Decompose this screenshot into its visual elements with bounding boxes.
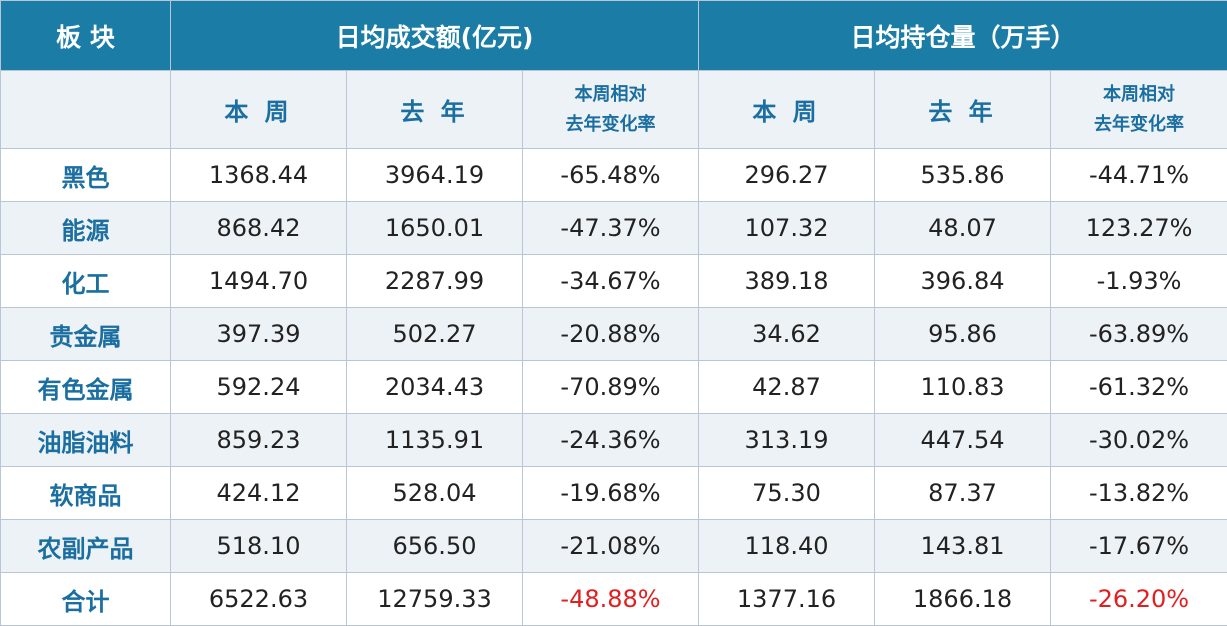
vol-week-cell: 424.12: [171, 467, 347, 520]
table-row: 化工 1494.70 2287.99 -34.67% 389.18 396.84…: [1, 255, 1227, 308]
vol-last-cell: 1650.01: [347, 202, 523, 255]
vol-last-cell: 656.50: [347, 520, 523, 573]
oi-change-cell: -13.82%: [1051, 467, 1227, 520]
subheader-vol-this-week: 本 周: [171, 71, 347, 149]
oi-week-cell: 296.27: [699, 149, 875, 202]
oi-last-cell: 95.86: [875, 308, 1051, 361]
oi-week-cell: 34.62: [699, 308, 875, 361]
oi-last-cell: 396.84: [875, 255, 1051, 308]
vol-change-cell: -70.89%: [523, 361, 699, 414]
oi-last-cell: 87.37: [875, 467, 1051, 520]
subheader-row: 本 周 去 年 本周相对 去年变化率 本 周 去 年 本周相对 去年变化率: [1, 71, 1227, 149]
table-row: 贵金属 397.39 502.27 -20.88% 34.62 95.86 -6…: [1, 308, 1227, 361]
header-sector: 板 块: [1, 1, 171, 71]
sector-cell: 有色金属: [1, 361, 171, 414]
vol-change-cell: -21.08%: [523, 520, 699, 573]
vol-week-cell: 1494.70: [171, 255, 347, 308]
oi-week-cell: 1377.16: [699, 573, 875, 626]
header-row: 板 块 日均成交额(亿元) 日均持仓量（万手）: [1, 1, 1227, 71]
oi-change-cell: -1.93%: [1051, 255, 1227, 308]
vol-last-cell: 3964.19: [347, 149, 523, 202]
oi-change-cell: -44.71%: [1051, 149, 1227, 202]
header-volume-group: 日均成交额(亿元): [171, 1, 699, 71]
sector-cell: 贵金属: [1, 308, 171, 361]
sector-cell: 软商品: [1, 467, 171, 520]
subheader-vol-change: 本周相对 去年变化率: [523, 71, 699, 149]
table-row: 有色金属 592.24 2034.43 -70.89% 42.87 110.83…: [1, 361, 1227, 414]
vol-week-cell: 6522.63: [171, 573, 347, 626]
vol-week-cell: 859.23: [171, 414, 347, 467]
vol-change-cell: -65.48%: [523, 149, 699, 202]
vol-change-cell: -34.67%: [523, 255, 699, 308]
subheader-oi-change-line2: 去年变化率: [1051, 110, 1227, 140]
sector-cell: 化工: [1, 255, 171, 308]
vol-change-total-cell: -48.88%: [523, 573, 699, 626]
oi-change-cell: 123.27%: [1051, 202, 1227, 255]
header-oi-group: 日均持仓量（万手）: [699, 1, 1227, 71]
oi-week-cell: 389.18: [699, 255, 875, 308]
subheader-oi-this-week: 本 周: [699, 71, 875, 149]
table-row: 黑色 1368.44 3964.19 -65.48% 296.27 535.86…: [1, 149, 1227, 202]
sector-cell-total: 合计: [1, 573, 171, 626]
vol-week-cell: 397.39: [171, 308, 347, 361]
oi-week-cell: 42.87: [699, 361, 875, 414]
table-row: 软商品 424.12 528.04 -19.68% 75.30 87.37 -1…: [1, 467, 1227, 520]
subheader-oi-last-year: 去 年: [875, 71, 1051, 149]
sector-cell: 油脂油料: [1, 414, 171, 467]
sector-cell: 农副产品: [1, 520, 171, 573]
table-row: 能源 868.42 1650.01 -47.37% 107.32 48.07 1…: [1, 202, 1227, 255]
vol-last-cell: 1135.91: [347, 414, 523, 467]
oi-last-cell: 48.07: [875, 202, 1051, 255]
table-row: 农副产品 518.10 656.50 -21.08% 118.40 143.81…: [1, 520, 1227, 573]
vol-change-cell: -47.37%: [523, 202, 699, 255]
oi-change-total-cell: -26.20%: [1051, 573, 1227, 626]
subheader-vol-last-year: 去 年: [347, 71, 523, 149]
oi-last-cell: 535.86: [875, 149, 1051, 202]
subheader-vol-change-line1: 本周相对: [523, 80, 698, 110]
oi-change-cell: -61.32%: [1051, 361, 1227, 414]
vol-week-cell: 868.42: [171, 202, 347, 255]
subheader-oi-change-line1: 本周相对: [1051, 80, 1227, 110]
oi-last-cell: 447.54: [875, 414, 1051, 467]
sector-cell: 能源: [1, 202, 171, 255]
subheader-vol-change-line2: 去年变化率: [523, 110, 698, 140]
subheader-blank: [1, 71, 171, 149]
oi-change-cell: -17.67%: [1051, 520, 1227, 573]
table-row: 油脂油料 859.23 1135.91 -24.36% 313.19 447.5…: [1, 414, 1227, 467]
vol-last-cell: 528.04: [347, 467, 523, 520]
vol-last-cell: 502.27: [347, 308, 523, 361]
oi-week-cell: 118.40: [699, 520, 875, 573]
vol-change-cell: -24.36%: [523, 414, 699, 467]
vol-change-cell: -19.68%: [523, 467, 699, 520]
oi-last-cell: 143.81: [875, 520, 1051, 573]
subheader-oi-change: 本周相对 去年变化率: [1051, 71, 1227, 149]
oi-change-cell: -30.02%: [1051, 414, 1227, 467]
vol-last-cell: 2034.43: [347, 361, 523, 414]
vol-week-cell: 1368.44: [171, 149, 347, 202]
oi-week-cell: 313.19: [699, 414, 875, 467]
vol-last-cell: 2287.99: [347, 255, 523, 308]
vol-last-cell: 12759.33: [347, 573, 523, 626]
oi-change-cell: -63.89%: [1051, 308, 1227, 361]
vol-change-cell: -20.88%: [523, 308, 699, 361]
oi-week-cell: 107.32: [699, 202, 875, 255]
oi-last-cell: 110.83: [875, 361, 1051, 414]
total-row: 合计 6522.63 12759.33 -48.88% 1377.16 1866…: [1, 573, 1227, 626]
oi-week-cell: 75.30: [699, 467, 875, 520]
vol-week-cell: 518.10: [171, 520, 347, 573]
sector-cell: 黑色: [1, 149, 171, 202]
vol-week-cell: 592.24: [171, 361, 347, 414]
oi-last-cell: 1866.18: [875, 573, 1051, 626]
